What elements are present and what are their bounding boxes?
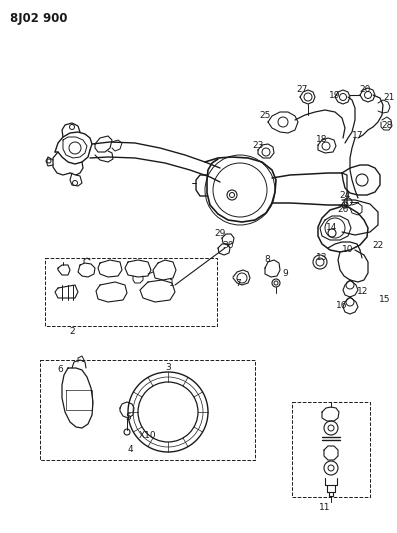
Text: 24: 24 <box>339 191 351 200</box>
Text: 8J02 900: 8J02 900 <box>10 12 67 25</box>
Text: 8: 8 <box>264 255 270 264</box>
Text: 5: 5 <box>125 413 131 422</box>
Text: 29: 29 <box>214 229 225 238</box>
Text: 16: 16 <box>336 301 348 310</box>
Text: 2: 2 <box>69 327 75 336</box>
Text: 23: 23 <box>252 141 264 150</box>
Text: 3: 3 <box>165 364 171 373</box>
Text: 12: 12 <box>357 287 369 296</box>
Text: 7: 7 <box>235 279 241 287</box>
Bar <box>40 360 255 460</box>
Text: 25: 25 <box>259 110 271 119</box>
Text: 1: 1 <box>169 279 175 287</box>
Text: 22: 22 <box>372 241 384 251</box>
Text: 17: 17 <box>352 131 364 140</box>
Text: 20: 20 <box>359 85 371 94</box>
Text: 19: 19 <box>329 91 341 100</box>
Text: 4: 4 <box>127 446 133 455</box>
Text: 11: 11 <box>319 504 331 513</box>
Text: X10: X10 <box>139 432 157 440</box>
Text: 18: 18 <box>316 135 328 144</box>
Text: 15: 15 <box>379 295 391 304</box>
Text: 9: 9 <box>282 269 288 278</box>
Text: 10: 10 <box>342 246 354 254</box>
Bar <box>45 258 217 326</box>
Text: 21: 21 <box>384 93 395 101</box>
Text: 30: 30 <box>222 240 234 249</box>
Bar <box>292 402 370 497</box>
Text: 13: 13 <box>316 254 328 262</box>
Text: 28: 28 <box>381 120 393 130</box>
Text: 6: 6 <box>57 366 63 375</box>
Text: 27: 27 <box>296 85 308 94</box>
Text: 26: 26 <box>337 206 349 214</box>
Text: 14: 14 <box>326 223 338 232</box>
